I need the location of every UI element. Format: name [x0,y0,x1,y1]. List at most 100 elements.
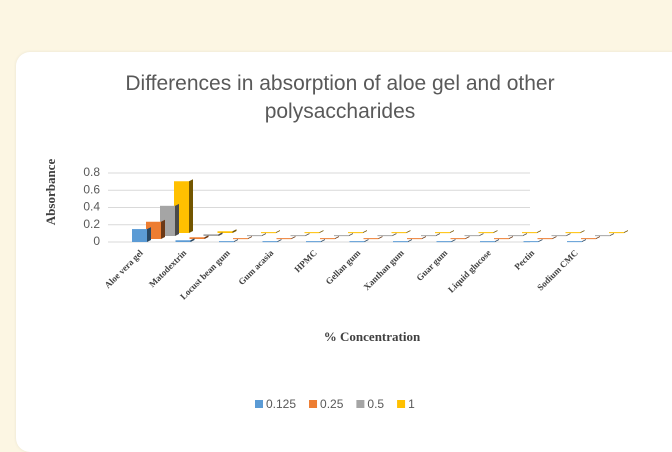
bar [132,229,147,242]
bar-side [262,233,266,236]
bar [203,234,219,236]
bar-side [175,203,179,236]
bar-side [450,230,454,233]
bar-side [349,233,353,236]
x-tick-label: Pectin [512,248,536,272]
bar [436,241,452,243]
x-tick-label: Sodium CMC [535,248,580,293]
bar-side [624,230,628,233]
bar [276,238,292,240]
bar [377,235,393,237]
bar-side [147,227,151,242]
bar [421,235,436,237]
bar [551,235,567,237]
bar-side [189,179,193,233]
legend-label: 1 [408,397,415,411]
legend-swatch [356,400,365,408]
x-tick-label: Xanthan gum [361,247,406,292]
bar-side [319,230,324,233]
bar-side [552,236,557,239]
bar [189,237,205,239]
bar [304,232,320,234]
x-tick-label: Liquid glucose [446,248,493,295]
bar-side [451,239,456,242]
y-tick-label: 0.8 [83,165,100,179]
bar [233,238,248,240]
bar-side [218,232,223,236]
panel [16,52,672,452]
bar [391,232,407,234]
bar-side [610,233,614,236]
bar-side [234,239,238,242]
bar-side [493,230,498,233]
bar [175,240,191,242]
bar-side [495,239,499,242]
bar [522,232,537,234]
bar-side [465,236,470,239]
bar [349,241,365,243]
legend-label: 0.125 [266,397,296,411]
bar [334,235,349,237]
bar [464,235,480,237]
y-tick-label: 0.4 [83,200,100,214]
x-tick-label: Gellan gum [324,247,363,286]
bar-side [509,236,513,239]
bar-side [276,230,280,233]
bar [565,232,581,234]
page: Differences in absorption of aloe gel an… [16,52,672,452]
bar [508,235,523,237]
bar-side [537,230,541,233]
bar [261,232,276,234]
bar [435,232,450,234]
bar-side [436,233,440,236]
bar-side [596,236,600,239]
bar-side [335,236,339,239]
y-tick-label: 0.6 [83,182,100,196]
bar-side [248,236,252,239]
bar-side [378,236,383,239]
bar [262,241,278,243]
bar-side [538,239,543,242]
x-tick-label: Gum acasia [236,247,275,286]
x-axis-title: % Concentration [324,329,421,344]
bar [450,238,466,240]
bar [537,238,553,240]
bar-side [232,229,237,233]
bar-side [566,233,571,236]
bar [581,238,596,240]
bar [290,235,306,237]
legend-swatch [309,400,318,408]
bar [363,238,379,240]
y-tick-label: 0 [93,234,100,248]
x-tick-label: Guar gum [414,247,449,282]
x-tick-label: HPMC [292,248,319,275]
bar [306,241,321,243]
bar [217,231,233,233]
bar-side [305,233,310,236]
bar-side [161,219,165,239]
bar [393,241,408,243]
bar-side [479,233,484,236]
bar-side [363,230,367,233]
bar-side [422,236,426,239]
y-tick-label: 0.2 [83,217,100,231]
bar [320,238,335,240]
bar [219,241,234,243]
bar-side [321,239,325,242]
bar-side [392,233,397,236]
legend-swatch [397,400,406,408]
bar-side [408,239,412,242]
bar-side [277,239,282,242]
bar-side [190,238,195,242]
bar [478,232,494,234]
bar-side [582,239,586,242]
bar-side [291,236,296,239]
bar [595,235,610,237]
chart-title: Differences in absorption of aloe gel an… [125,72,555,123]
bar-side [406,230,411,233]
legend-label: 0.5 [367,397,384,411]
bar-side [580,230,585,233]
bar-side [364,239,369,242]
bar-side [204,235,209,239]
x-tick-label: Aloe vera gel [102,247,145,290]
